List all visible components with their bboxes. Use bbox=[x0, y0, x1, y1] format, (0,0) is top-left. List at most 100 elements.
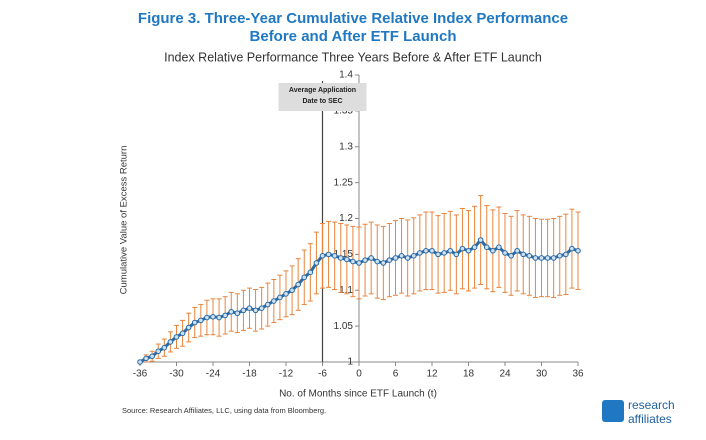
y-tick-label: 1.4 bbox=[339, 70, 353, 81]
chart-title: Figure 3. Three-Year Cumulative Relative… bbox=[138, 10, 568, 27]
logo-icon bbox=[602, 400, 624, 422]
y-axis-label: Cumulative Value of Excess Return bbox=[119, 146, 130, 295]
x-tick-label: -18 bbox=[242, 369, 257, 380]
point bbox=[508, 253, 514, 259]
y-tick-label: 1.15 bbox=[334, 249, 354, 260]
x-tick-label: 0 bbox=[356, 369, 362, 380]
point bbox=[344, 256, 350, 263]
point bbox=[161, 344, 168, 351]
point bbox=[526, 253, 533, 259]
point bbox=[496, 244, 502, 250]
point bbox=[210, 313, 216, 320]
point bbox=[532, 255, 539, 261]
point bbox=[319, 253, 326, 259]
point bbox=[429, 247, 435, 254]
logo: research affiliates bbox=[602, 398, 675, 426]
point bbox=[459, 245, 466, 252]
point bbox=[289, 287, 295, 294]
point bbox=[550, 255, 557, 261]
point bbox=[556, 253, 563, 259]
y-tick-label: 1.35 bbox=[334, 106, 354, 117]
point bbox=[380, 260, 387, 266]
x-tick-label: 36 bbox=[572, 369, 584, 380]
point bbox=[477, 237, 484, 243]
point bbox=[246, 305, 253, 311]
x-tick-label: 18 bbox=[463, 369, 475, 380]
point bbox=[453, 251, 460, 258]
point bbox=[544, 255, 551, 261]
point bbox=[423, 247, 429, 254]
x-tick-label: 24 bbox=[499, 369, 511, 380]
point bbox=[435, 251, 441, 258]
x-tick-label: 6 bbox=[393, 369, 399, 380]
point bbox=[283, 291, 289, 297]
x-tick-label: 30 bbox=[536, 369, 548, 380]
point bbox=[216, 314, 222, 321]
point bbox=[167, 339, 174, 345]
point bbox=[222, 312, 228, 319]
point bbox=[350, 258, 356, 265]
point bbox=[234, 310, 241, 317]
point bbox=[228, 308, 235, 315]
point bbox=[313, 260, 320, 266]
point bbox=[410, 253, 417, 259]
point bbox=[575, 247, 581, 254]
y-tick-label: 1.1 bbox=[339, 285, 353, 296]
point bbox=[386, 257, 393, 263]
point bbox=[179, 330, 186, 337]
point bbox=[362, 257, 368, 263]
point bbox=[404, 255, 411, 261]
point bbox=[155, 348, 162, 355]
y-tick-label: 1.25 bbox=[334, 177, 354, 188]
x-tick-label: -24 bbox=[206, 369, 221, 380]
point bbox=[465, 247, 472, 254]
point bbox=[204, 314, 210, 321]
point bbox=[337, 255, 344, 261]
point bbox=[149, 353, 155, 360]
annotation-text: Average Application bbox=[289, 87, 356, 94]
x-axis-label: No. of Months since ETF Launch (t) bbox=[279, 389, 437, 400]
x-tick-label: -36 bbox=[133, 369, 148, 380]
logo-text: research bbox=[628, 398, 675, 412]
point bbox=[277, 294, 283, 301]
point bbox=[325, 251, 332, 258]
y-tick-label: 1 bbox=[347, 357, 353, 368]
chart-title: Before and After ETF Launch bbox=[250, 28, 457, 45]
y-tick-label: 1.05 bbox=[334, 321, 354, 332]
point bbox=[502, 250, 508, 256]
logo-text: affiliates bbox=[628, 412, 672, 426]
point bbox=[417, 250, 423, 256]
point bbox=[295, 281, 301, 288]
point bbox=[392, 255, 399, 261]
annotation-text: Date to SEC bbox=[302, 98, 342, 105]
point bbox=[483, 244, 490, 250]
x-tick-label: -6 bbox=[318, 369, 327, 380]
point bbox=[441, 250, 447, 256]
point bbox=[191, 319, 198, 326]
point bbox=[368, 255, 374, 261]
point bbox=[398, 253, 405, 259]
source-note: Source: Research Affiliates, LLC, using … bbox=[122, 406, 326, 415]
point bbox=[137, 359, 143, 365]
y-tick-label: 1.3 bbox=[339, 141, 353, 152]
point bbox=[198, 317, 204, 324]
point bbox=[173, 334, 180, 340]
point bbox=[143, 355, 149, 362]
point bbox=[307, 269, 314, 276]
point bbox=[185, 324, 192, 331]
x-tick-label: -12 bbox=[279, 369, 294, 380]
point bbox=[514, 247, 520, 254]
point bbox=[331, 253, 338, 259]
point bbox=[271, 298, 277, 304]
point bbox=[471, 244, 478, 250]
x-tick-label: 12 bbox=[426, 369, 438, 380]
chart-subtitle: Index Relative Performance Three Years B… bbox=[164, 50, 542, 64]
point bbox=[356, 260, 362, 266]
annotation-box bbox=[278, 83, 367, 111]
point bbox=[240, 307, 247, 314]
point bbox=[447, 247, 454, 254]
y-tick-label: 1.2 bbox=[339, 213, 353, 224]
point bbox=[563, 251, 569, 258]
point bbox=[520, 251, 527, 258]
